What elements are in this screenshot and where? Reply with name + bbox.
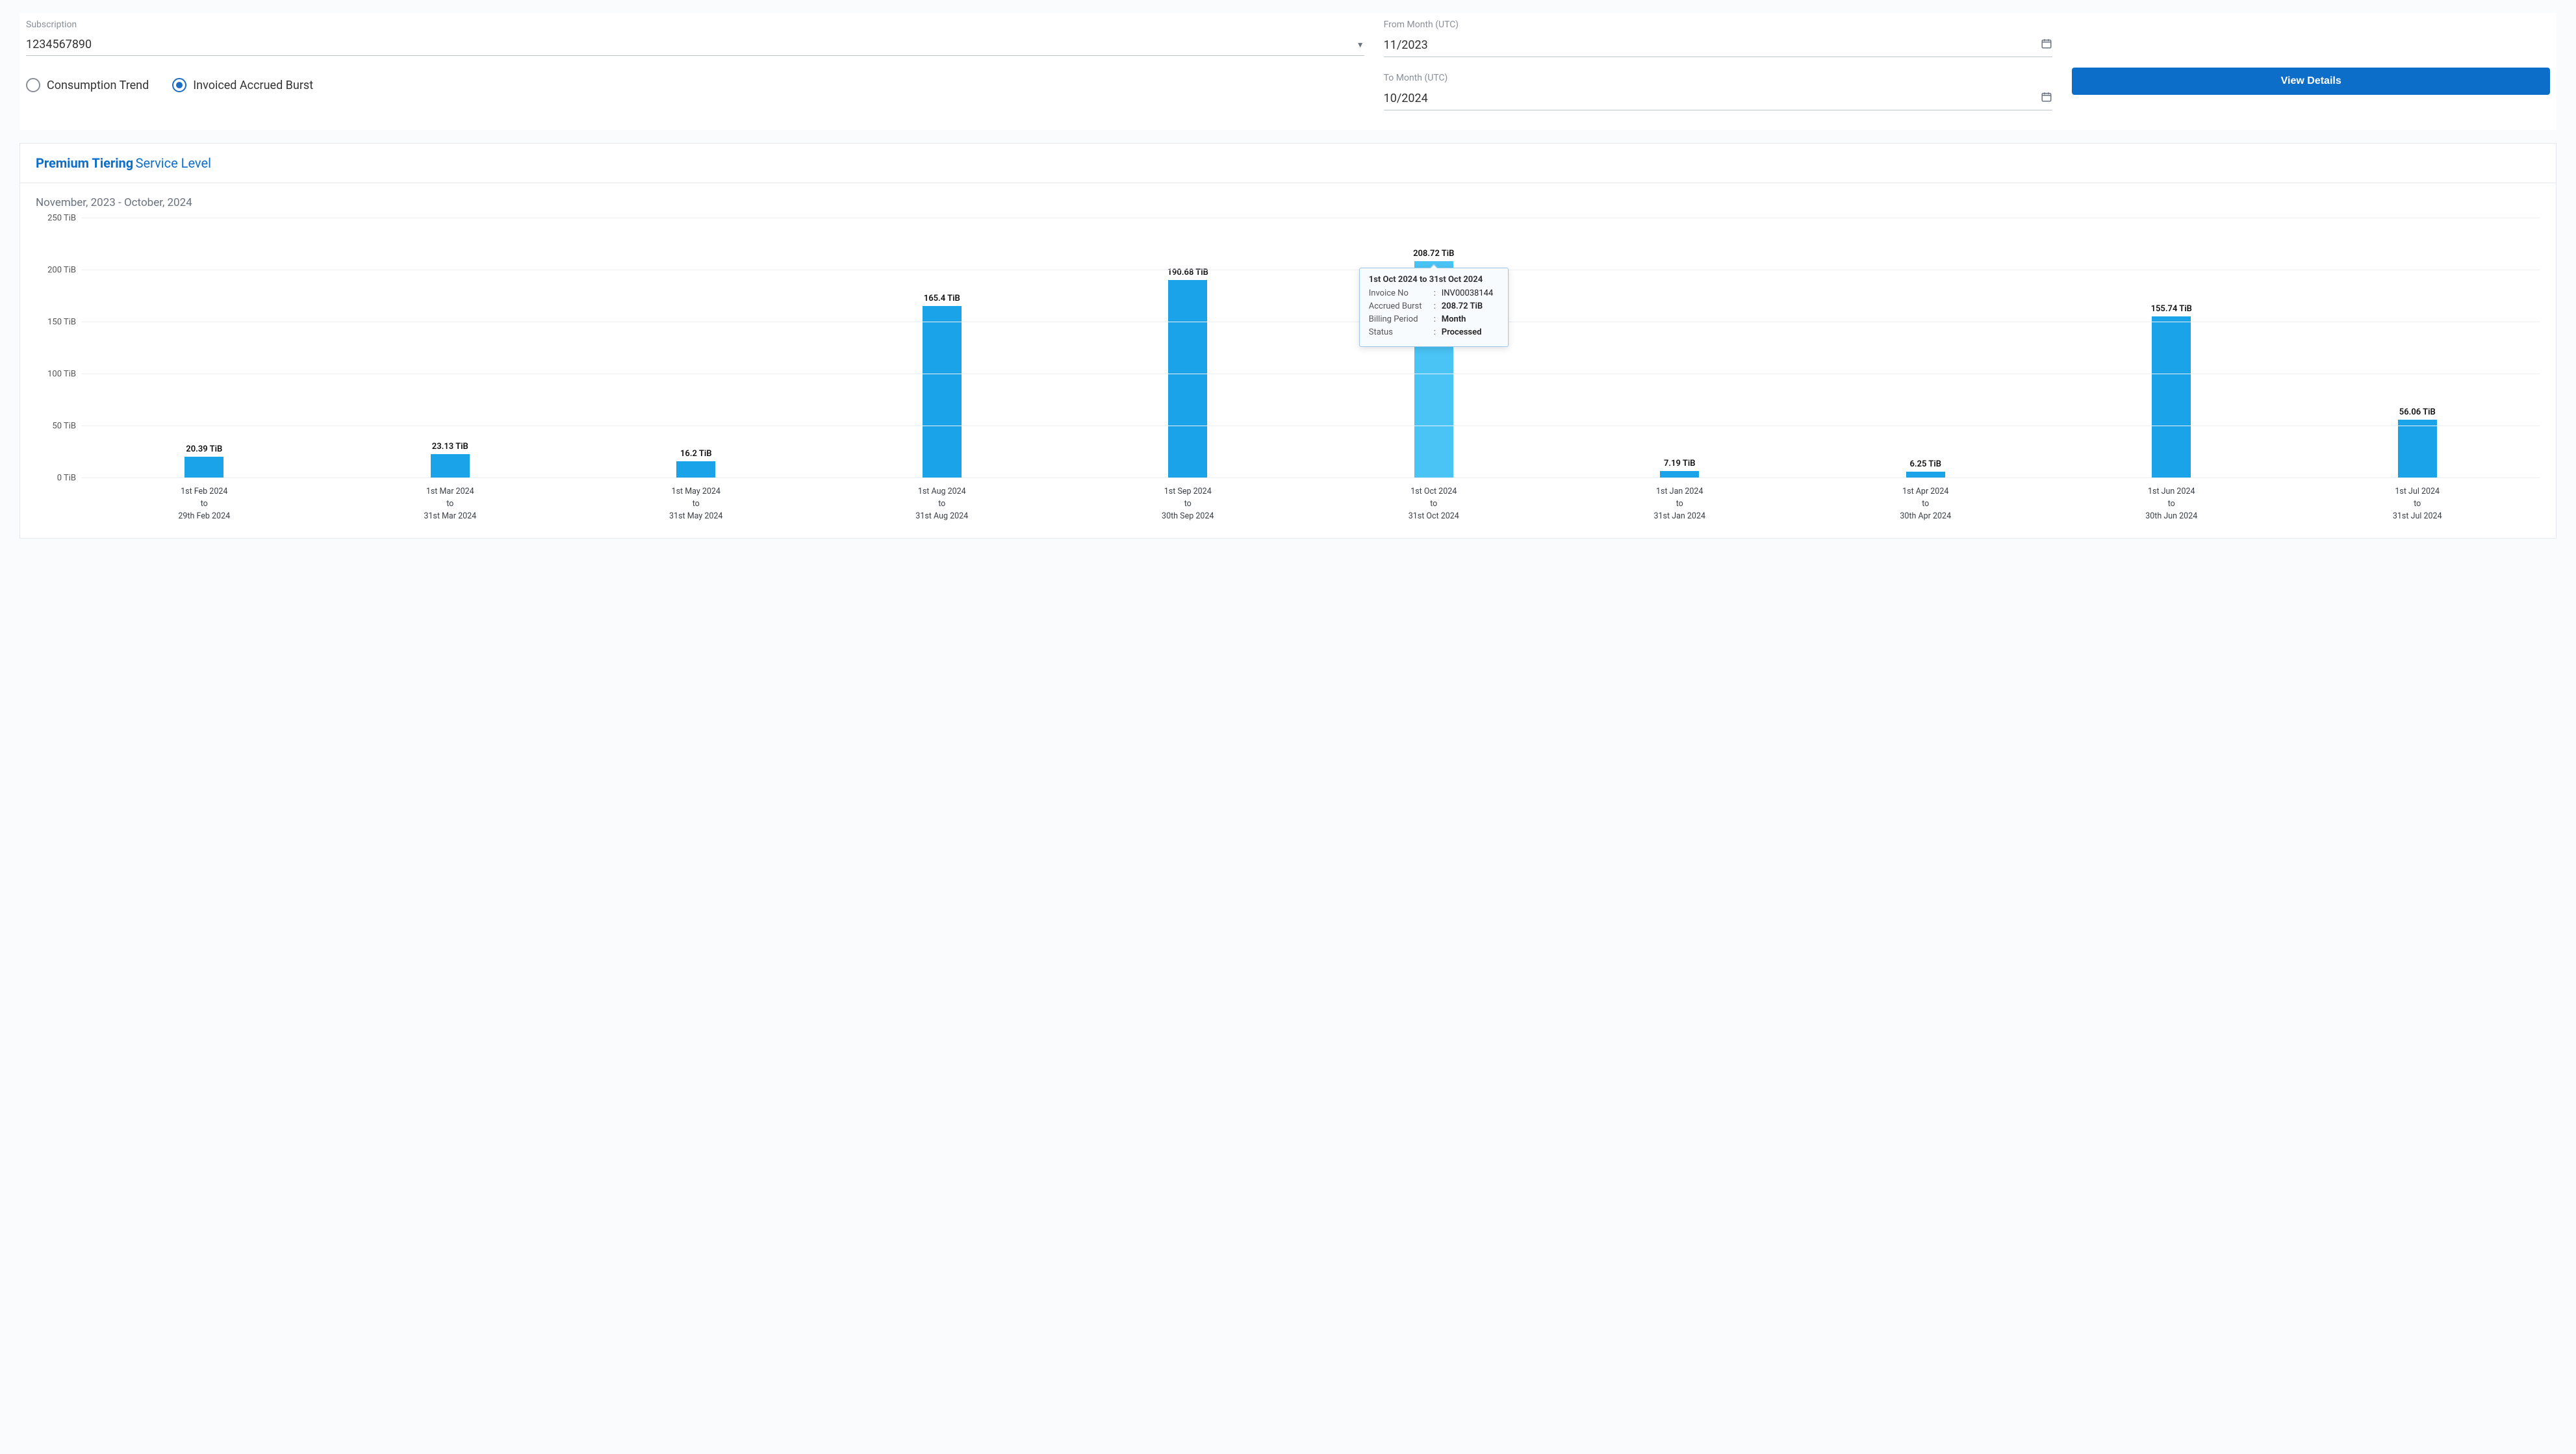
y-axis-tick: 50 TiB — [52, 422, 76, 431]
chart-panel: Premium Tiering Service Level November, … — [19, 143, 2557, 539]
x-axis-label: 1st Feb 2024to29th Feb 2024 — [81, 478, 327, 522]
x-axis-label: 1st Apr 2024to30th Apr 2024 — [1803, 478, 2049, 522]
bar — [923, 306, 962, 478]
y-axis-tick: 150 TiB — [47, 318, 76, 327]
x-axis-label: 1st Oct 2024to31st Oct 2024 — [1311, 478, 1557, 522]
x-axis-label: 1st Jun 2024to30th Jun 2024 — [2048, 478, 2295, 522]
date-range-label: November, 2023 - October, 2024 — [20, 183, 2556, 213]
x-axis-label: 1st Sep 2024to30th Sep 2024 — [1065, 478, 1311, 522]
x-axis-label: 1st Aug 2024to31st Aug 2024 — [819, 478, 1065, 522]
bar — [1168, 280, 1207, 478]
bar-column[interactable]: 6.25 TiB — [1803, 218, 2049, 478]
bar-column[interactable]: 56.06 TiB — [2295, 218, 2541, 478]
y-axis-tick: 0 TiB — [57, 474, 76, 483]
radio-consumption-trend[interactable]: Consumption Trend — [26, 78, 149, 92]
bar — [676, 461, 715, 478]
y-axis-tick: 100 TiB — [47, 370, 76, 379]
tooltip-row: Status:Processed — [1369, 326, 1499, 339]
calendar-icon — [2041, 38, 2052, 53]
view-details-button[interactable]: View Details — [2072, 68, 2550, 95]
bar-column[interactable]: 7.19 TiB — [1557, 218, 1803, 478]
bar-column[interactable]: 208.72 TiB — [1311, 218, 1557, 478]
bar-value-label: 7.19 TiB — [1664, 459, 1696, 468]
bar-value-label: 155.74 TiB — [2151, 304, 2192, 314]
bar-value-label: 208.72 TiB — [1413, 249, 1454, 259]
tooltip-row: Invoice No:INV00038144 — [1369, 287, 1499, 300]
bar — [2152, 316, 2191, 478]
bar-value-label: 20.39 TiB — [186, 444, 222, 454]
bar — [2398, 420, 2437, 478]
tooltip-title: 1st Oct 2024 to 31st Oct 2024 — [1369, 275, 1499, 285]
radio-label: Invoiced Accrued Burst — [193, 79, 313, 92]
radio-invoiced-accrued-burst[interactable]: Invoiced Accrued Burst — [172, 78, 313, 92]
radio-label: Consumption Trend — [47, 79, 149, 92]
bar-column[interactable]: 190.68 TiB — [1065, 218, 1311, 478]
tooltip-row: Accrued Burst:208.72 TiB — [1369, 300, 1499, 313]
chart-plot-area: 20.39 TiB 23.13 TiB 16.2 TiB 165.4 TiB 190.6… — [81, 218, 2540, 478]
bar-column[interactable]: 23.13 TiB — [327, 218, 574, 478]
accrued-burst-bar-chart: 0 TiB50 TiB100 TiB150 TiB200 TiB250 TiB … — [36, 218, 2540, 478]
to-month-value: 10/2024 — [1384, 92, 1428, 105]
from-month-input[interactable]: 11/2023 — [1384, 34, 2053, 57]
chart-tooltip: 1st Oct 2024 to 31st Oct 2024 Invoice No… — [1359, 268, 1509, 347]
bar — [431, 454, 470, 478]
x-axis-label: 1st Jul 2024to31st Jul 2024 — [2295, 478, 2541, 522]
to-month-label: To Month (UTC) — [1384, 73, 2053, 83]
filter-panel: Subscription 1234567890 ▼ Consumption Tr… — [19, 13, 2557, 130]
y-axis: 0 TiB50 TiB100 TiB150 TiB200 TiB250 TiB — [36, 218, 81, 478]
panel-title-secondary: Service Level — [136, 155, 211, 171]
to-month-input[interactable]: 10/2024 — [1384, 87, 2053, 110]
bar-column[interactable]: 165.4 TiB — [819, 218, 1065, 478]
radio-icon-selected — [172, 78, 186, 92]
calendar-icon — [2041, 91, 2052, 106]
bar-value-label: 56.06 TiB — [2399, 407, 2436, 417]
bar-column[interactable]: 16.2 TiB — [573, 218, 819, 478]
x-axis-label: 1st Jan 2024to31st Jan 2024 — [1557, 478, 1803, 522]
tooltip-row: Billing Period:Month — [1369, 313, 1499, 326]
subscription-select[interactable]: 1234567890 ▼ — [26, 34, 1364, 56]
subscription-value: 1234567890 — [26, 38, 92, 51]
chevron-down-icon: ▼ — [1357, 40, 1364, 49]
bar-value-label: 16.2 TiB — [680, 449, 712, 459]
radio-icon-unselected — [26, 78, 40, 92]
from-month-value: 11/2023 — [1384, 38, 1428, 52]
y-axis-tick: 200 TiB — [47, 266, 76, 275]
bar-value-label: 23.13 TiB — [432, 442, 468, 452]
x-axis-label: 1st May 2024to31st May 2024 — [573, 478, 819, 522]
x-axis-label: 1st Mar 2024to31st Mar 2024 — [327, 478, 574, 522]
subscription-label: Subscription — [26, 19, 1364, 30]
bar-column[interactable]: 155.74 TiB — [2048, 218, 2295, 478]
bar-value-label: 6.25 TiB — [1909, 459, 1941, 469]
panel-title-primary: Premium Tiering — [36, 155, 133, 171]
view-mode-radio-group: Consumption Trend Invoiced Accrued Burst — [26, 78, 1364, 92]
x-axis-labels: 1st Feb 2024to29th Feb 20241st Mar 2024t… — [81, 478, 2540, 522]
from-month-label: From Month (UTC) — [1384, 19, 2053, 30]
bar-value-label: 165.4 TiB — [924, 294, 960, 303]
y-axis-tick: 250 TiB — [47, 214, 76, 223]
bar — [185, 457, 223, 478]
bar-column[interactable]: 20.39 TiB — [81, 218, 327, 478]
